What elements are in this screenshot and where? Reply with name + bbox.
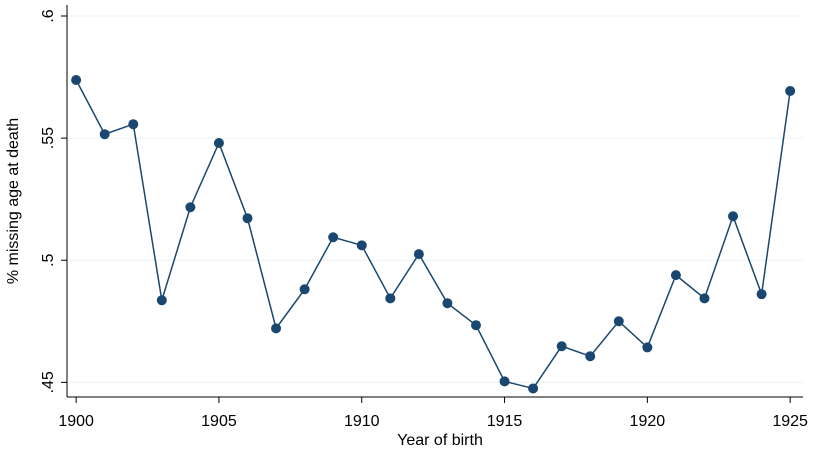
x-axis-title: Year of birth <box>397 432 483 449</box>
x-tick-label: 1900 <box>58 413 94 430</box>
point <box>185 202 196 213</box>
point <box>756 289 767 300</box>
point <box>71 74 82 85</box>
point <box>413 249 424 260</box>
point <box>213 137 224 148</box>
point <box>613 316 624 327</box>
point <box>128 119 139 130</box>
y-tick-label: .55 <box>40 127 57 149</box>
point <box>156 295 167 306</box>
point <box>556 341 567 352</box>
x-tick-label: 1910 <box>344 413 380 430</box>
point <box>356 240 367 251</box>
y-axis-title: % missing age at death <box>5 118 22 284</box>
x-tick-label: 1920 <box>630 413 666 430</box>
point <box>299 284 310 295</box>
point <box>328 232 339 243</box>
y-tick-label: .5 <box>40 253 57 266</box>
y-tick-label: .6 <box>40 9 57 22</box>
point <box>699 293 710 304</box>
point <box>585 351 596 362</box>
point <box>528 383 539 394</box>
point <box>499 376 510 387</box>
series-line <box>75 79 791 390</box>
point <box>470 320 481 331</box>
point <box>642 342 653 353</box>
x-tick-label: 1905 <box>201 413 237 430</box>
point <box>271 323 282 334</box>
point <box>385 293 396 304</box>
point <box>670 270 681 281</box>
point <box>785 85 796 96</box>
point <box>242 213 253 224</box>
point <box>442 298 453 309</box>
point <box>99 129 110 140</box>
y-tick-label: .45 <box>40 371 57 393</box>
x-tick-label: 1925 <box>772 413 808 430</box>
point <box>728 211 739 222</box>
x-tick-label: 1915 <box>487 413 523 430</box>
